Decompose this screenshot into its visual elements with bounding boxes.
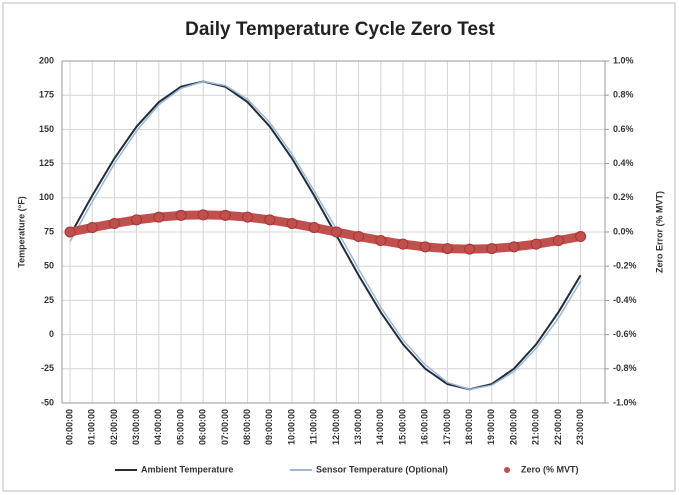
series-marker [353,230,365,242]
x-tick-label: 20:00:00 [508,409,518,445]
series-line [69,80,582,391]
series-marker [375,235,387,247]
y2-tick-label: -0.4% [613,295,637,305]
y2-tick-label: -1.0% [613,397,637,407]
x-tick-label: 02:00:00 [109,409,119,445]
series-marker [242,211,254,223]
series-marker [175,209,187,221]
y-tick-label: -50 [41,397,54,407]
legend-label: Ambient Temperature [141,464,233,474]
x-tick-label: 07:00:00 [220,409,230,445]
y2-tick-label: 0.8% [613,90,634,100]
y-axis-label: Temperature (°F) [16,196,26,267]
y2-tick-label: 0.4% [613,158,634,168]
series-marker [552,235,564,247]
x-tick-label: 21:00:00 [531,409,541,445]
x-tick-label: 10:00:00 [286,409,296,445]
x-tick-label: 11:00:00 [309,409,319,445]
legend-label: Sensor Temperature (Optional) [316,464,448,474]
series-marker [64,226,76,238]
y-tick-label: 200 [39,55,54,65]
x-tick-label: 05:00:00 [175,409,185,445]
y-tick-label: 75 [44,226,54,236]
series-line [69,80,582,391]
x-tick-label: 00:00:00 [64,409,74,445]
y-tick-label: 0 [49,329,54,339]
x-tick-label: 23:00:00 [575,409,585,445]
series-marker [464,243,476,255]
x-tick-label: 03:00:00 [131,409,141,445]
series-marker [419,241,431,253]
y-tick-label: -25 [41,363,54,373]
y-tick-label: 150 [39,124,54,134]
series-marker [86,222,98,234]
x-tick-label: 08:00:00 [242,409,252,445]
y-tick-label: 125 [39,158,54,168]
x-tick-label: 01:00:00 [87,409,97,445]
series-marker [286,217,298,229]
y2-tick-label: -0.2% [613,261,637,271]
y2-tick-label: 0.6% [613,124,634,134]
x-tick-label: 17:00:00 [442,409,452,445]
y2-tick-label: 0.2% [613,192,634,202]
y-tick-label: 100 [39,192,54,202]
y2-tick-label: -0.6% [613,329,637,339]
y2-tick-label: 0.0% [613,226,634,236]
y2-axis-label: Zero Error (% MVT) [654,191,664,273]
series-marker [197,209,209,221]
series-marker [108,217,120,229]
series-marker [131,214,143,226]
series-marker [153,211,165,223]
x-tick-label: 06:00:00 [198,409,208,445]
y2-tick-label: 1.0% [613,55,634,65]
chart-title: Daily Temperature Cycle Zero Test [185,19,495,40]
x-tick-label: 12:00:00 [331,409,341,445]
y-tick-label: 25 [44,295,54,305]
x-tick-label: 09:00:00 [264,409,274,445]
plot-border [61,60,606,404]
legend-label: Zero (% MVT) [521,464,579,474]
series-marker [486,243,498,255]
x-tick-label: 18:00:00 [464,409,474,445]
series-marker [219,209,231,221]
x-tick-label: 04:00:00 [153,409,163,445]
series-marker [330,226,342,238]
series-marker [441,243,453,255]
x-tick-label: 22:00:00 [553,409,563,445]
x-tick-label: 13:00:00 [353,409,363,445]
series-marker [575,230,587,242]
x-tick-label: 19:00:00 [486,409,496,445]
series-marker [530,238,542,250]
series-marker [397,238,409,250]
y-tick-label: 50 [44,261,54,271]
y-tick-label: 175 [39,90,54,100]
series-marker [308,222,320,234]
series-marker [264,214,276,226]
x-tick-label: 15:00:00 [397,409,407,445]
y2-tick-label: -0.8% [613,363,637,373]
x-tick-label: 16:00:00 [420,409,430,445]
x-tick-label: 14:00:00 [375,409,385,445]
legend-swatch [504,467,510,473]
series-marker [508,241,520,253]
